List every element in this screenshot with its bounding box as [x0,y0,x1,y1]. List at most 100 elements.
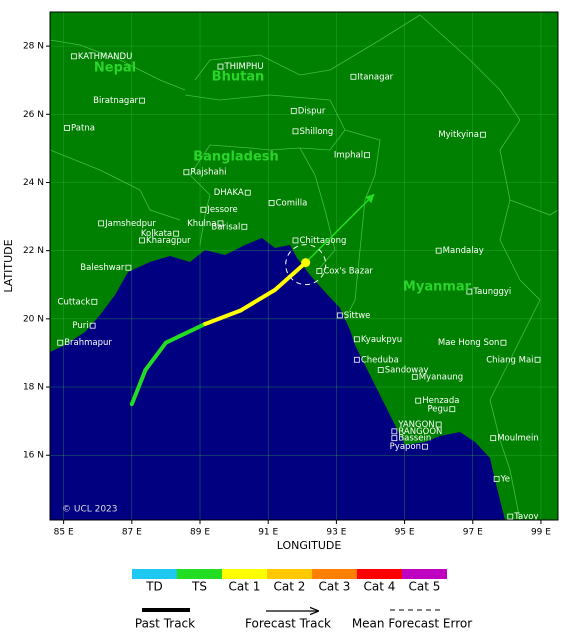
scale-label: TD [145,580,163,594]
city-marker [139,97,145,104]
city-label: Tavoy [513,512,538,522]
city-label: Myanaung [419,372,463,382]
city-marker [292,237,299,244]
city-marker [91,298,98,305]
scale-label: Cat 3 [319,580,351,594]
city-label: Ye [500,475,510,485]
city-label: Mae Hong Son [438,338,500,348]
scale-swatch [222,569,267,579]
city-marker [353,336,360,343]
city-label: Barisal [211,222,240,232]
city-label: DHAKA [214,188,244,198]
y-tick-label: 24 N [23,178,44,188]
city-marker [139,237,145,244]
city-marker [377,367,384,373]
city-marker [490,435,497,442]
city-label: Henzada [422,396,459,406]
map-area: KATHMANDU THIMPHU Itanagar Biratnagar Dispur… [50,12,558,522]
past-track-segment [238,287,278,313]
city-marker [415,397,422,404]
scale-swatch [132,569,177,579]
country-label: Myanmar [403,280,472,295]
city-label: Baleshwar [80,263,125,273]
city-label: RANGOON [398,427,442,437]
city-marker [64,125,70,131]
city-label: KATHMANDU [78,52,132,62]
x-tick-label: 85 E [54,528,74,538]
legend-label: Forecast Track [245,617,331,631]
city-marker [98,220,105,227]
y-tick-label: 20 N [23,314,44,324]
city-label: YANGON [397,420,434,430]
cities: KATHMANDU THIMPHU Itanagar Biratnagar Dispur… [57,52,541,522]
city-marker [244,189,251,196]
scale-swatch [402,569,447,579]
city-marker [292,128,299,135]
city-label: Biratnagar [93,96,138,106]
y-tick-label: 28 N [23,42,44,52]
y-tick-label: 22 N [23,246,44,256]
grid [50,12,558,520]
x-tick-label: 97 E [463,528,483,538]
city-marker [183,169,190,176]
scale-label: Cat 1 [229,580,261,594]
city-label: Mandalay [443,246,484,256]
x-tick-label: 87 E [122,528,142,538]
city-label: Sandoway [385,365,429,375]
city-marker [353,356,360,363]
city-marker [435,421,442,428]
city-marker [507,513,514,520]
city-label: Kolkata [141,229,172,239]
city-marker [422,443,428,450]
x-tick-label: 91 E [258,528,278,538]
city-label: Brahmapur [64,338,112,348]
scale-swatch [312,569,357,579]
current-position [301,258,311,268]
city-label: Myitkyina [438,130,479,140]
city-marker [534,356,541,363]
city-label: Sittwe [344,311,371,321]
city-marker [500,339,507,346]
city-marker [290,107,297,114]
city-label: Bassein [398,434,431,444]
x-tick-label: 99 E [531,528,551,538]
city-label: Cox's Bazar [323,267,373,277]
city-label: THIMPHU [223,62,263,72]
past-track-segment [163,321,208,345]
city-marker [89,322,96,329]
scale-swatch [177,569,222,579]
city-marker [70,53,77,60]
city-label: Taunggyi [472,287,511,297]
city-label: Kharagpur [146,236,191,246]
city-label: Pyapon [390,442,421,452]
legend: TD TS Cat 1 Cat 2 Cat 3 Cat 4 Cat 5 [132,569,447,594]
city-marker [173,230,180,237]
city-label: Jessore [206,205,237,215]
city-marker [435,247,442,254]
city-label: Chiang Mai [486,355,533,365]
city-label: Jamshedpur [104,219,156,229]
city-label: Chittagong [299,236,346,246]
country-label: Bangladesh [193,150,279,165]
scale-label: Cat 2 [274,580,306,594]
city-label: Puri [72,321,88,331]
city-label: Comilla [276,198,308,208]
city-label: Itanagar [357,72,393,82]
city-marker [449,406,456,413]
x-tick-label: 89 E [190,528,210,538]
x-axis-title: LONGITUDE [277,539,342,552]
city-marker [241,223,248,230]
axes: 85 E 87 E 89 E 91 E 93 E 95 E 97 E 99 E 16 N 18 N… [23,42,551,538]
past-track-segment [143,340,168,372]
country-label: Nepal [94,61,136,76]
city-marker [336,312,343,319]
city-marker [391,435,398,442]
city-label: Shillong [299,127,333,137]
past-track-segment [129,367,148,407]
forecast-error [285,244,327,286]
city-marker [57,339,64,346]
city-label: Kyaukpyu [361,335,402,345]
city-label: Moulmein [497,434,539,444]
past-track-segment [273,260,308,292]
